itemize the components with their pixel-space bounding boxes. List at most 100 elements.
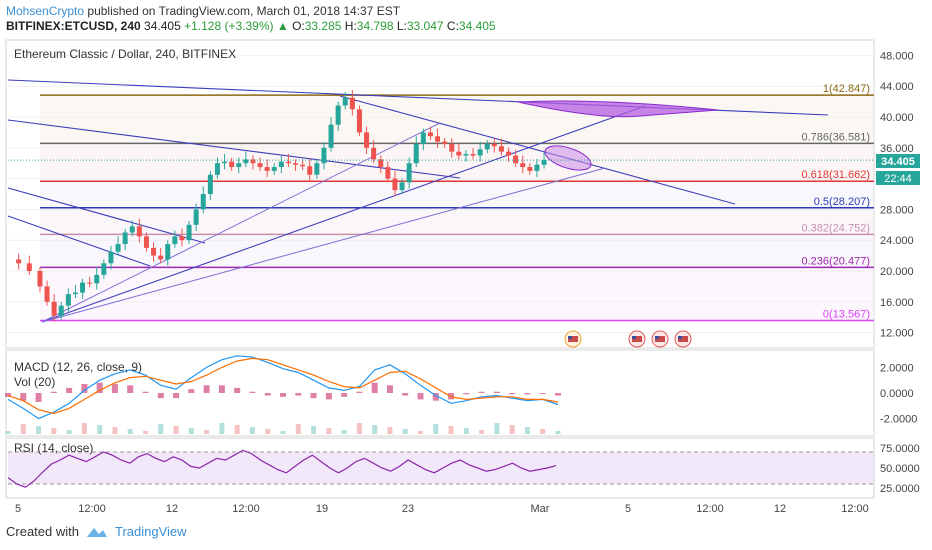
trend-line [7,119,461,179]
time-axis[interactable]: 5 12:00 12 12:00 19 23 Mar 5 12:00 12 12:00 [15,503,869,515]
candle-body [435,136,441,142]
change-value: +1.128 (+3.39%) [184,19,274,33]
candle-body [491,143,497,147]
volume-bar [555,431,561,434]
candle-body [534,164,540,171]
candle-body [115,244,121,252]
tradingview-brand[interactable]: TradingView [114,524,187,539]
volume-bar [509,425,515,434]
symbol-header: BITFINEX:ETCUSD, 240 34.405 +1.128 (+3.3… [6,19,496,33]
candle-body [470,153,476,156]
macd-series-line [7,357,559,415]
macd-histogram-bar [203,385,210,393]
fib-band [40,234,874,268]
time-tick-label: 12 [166,503,178,515]
candle-body [172,236,178,245]
candle-body [108,251,114,264]
volume-bar [97,425,103,434]
candle-body [80,282,86,293]
candle-body [94,274,100,284]
candle-body [506,151,512,156]
fib-level-label: 0.786(36.581) [802,131,871,143]
author-link[interactable]: MohsenCrypto [6,4,85,18]
candle-body [200,194,206,210]
rsi-label: RSI (14, close) [14,441,93,455]
event-markers[interactable] [564,330,692,348]
macd-histogram-bar [417,393,424,400]
macd-histogram-bar [356,391,363,393]
candle-body [527,167,533,171]
time-tick-label: 5 [15,503,21,515]
macd-histogram-bar [539,393,546,394]
volume-bar [112,427,118,434]
candle-body [65,294,71,306]
macd-tick-label: -2.0000 [880,414,917,426]
volume-bar [66,430,72,434]
candle-body [314,163,320,175]
publish-header: MohsenCrypto published on TradingView.co… [6,4,400,18]
candle-body [513,155,519,164]
volume-bar [36,426,42,434]
volume-label: Vol (20) [14,375,55,389]
price-candles [16,90,547,322]
chart-area[interactable]: 1(42.847) 0.786(36.581) 0.618(31.662) 0.5(2… [0,38,932,516]
candle-body [143,236,149,248]
volume-bar [311,426,317,434]
candle-body [413,143,419,164]
candle-body [385,167,391,179]
low-label: L: [396,19,407,33]
macd-histogram-bar [463,393,470,395]
candle-body [406,163,412,183]
candle-body [371,147,377,160]
volume-bar [433,424,439,434]
price-tick-label: 16.000 [880,297,914,309]
volume-bar [173,426,179,434]
time-tick-label: 12:00 [841,503,869,515]
macd-series-line [7,355,559,420]
candle-body [250,159,256,164]
price-axis[interactable]: 48.00044.00040.00036.00032.00028.00024.0… [880,50,914,339]
volume-bar [356,423,362,434]
main-pane[interactable] [5,39,875,349]
target-ellipse [544,145,592,171]
us-flag-icon[interactable] [628,330,646,348]
trend-line [7,187,206,244]
candle-body [328,124,334,148]
time-tick-label: 19 [316,503,328,515]
price-tick-label: 48.000 [880,50,914,62]
macd-pane[interactable] [5,349,875,437]
macd-histogram-bar [173,393,180,399]
volume-bar [372,425,378,434]
us-flag-icon[interactable] [651,330,669,348]
candle-body [392,178,398,191]
fib-level-label: 0(13.567) [823,309,870,321]
candle-body [136,226,142,237]
us-flag-icon[interactable] [674,330,692,348]
macd-histogram-bar [5,393,11,397]
candle-body [193,209,199,225]
volume-bar [341,430,347,434]
time-tick-label: Mar [531,503,550,515]
macd-histogram-bar [127,385,134,393]
volume-bar [494,423,500,434]
last-price-tag-text: 34.405 [881,156,915,168]
candle-body [307,166,313,175]
candle-body [285,161,291,164]
low-value: 33.047 [406,19,444,33]
price-tick-label: 40.000 [880,112,914,124]
macd-histogram-bar [493,391,500,393]
candle-body [122,232,128,245]
volume-bar [234,425,240,434]
high-label: H: [344,19,357,33]
time-tick-label: 23 [402,503,414,515]
volume-bar [265,429,271,434]
us-flag-icon[interactable] [564,330,582,348]
chart-svg[interactable]: 1(42.847) 0.786(36.581) 0.618(31.662) 0.5(2… [0,38,932,516]
price-tick-label: 12.000 [880,328,914,340]
macd-histogram-bar [341,393,348,397]
macd-histogram-bar [386,385,393,393]
candle-body [498,146,504,152]
open-value: 33.285 [304,19,342,33]
macd-histogram-bar [142,391,149,393]
volume-bar [188,428,194,434]
